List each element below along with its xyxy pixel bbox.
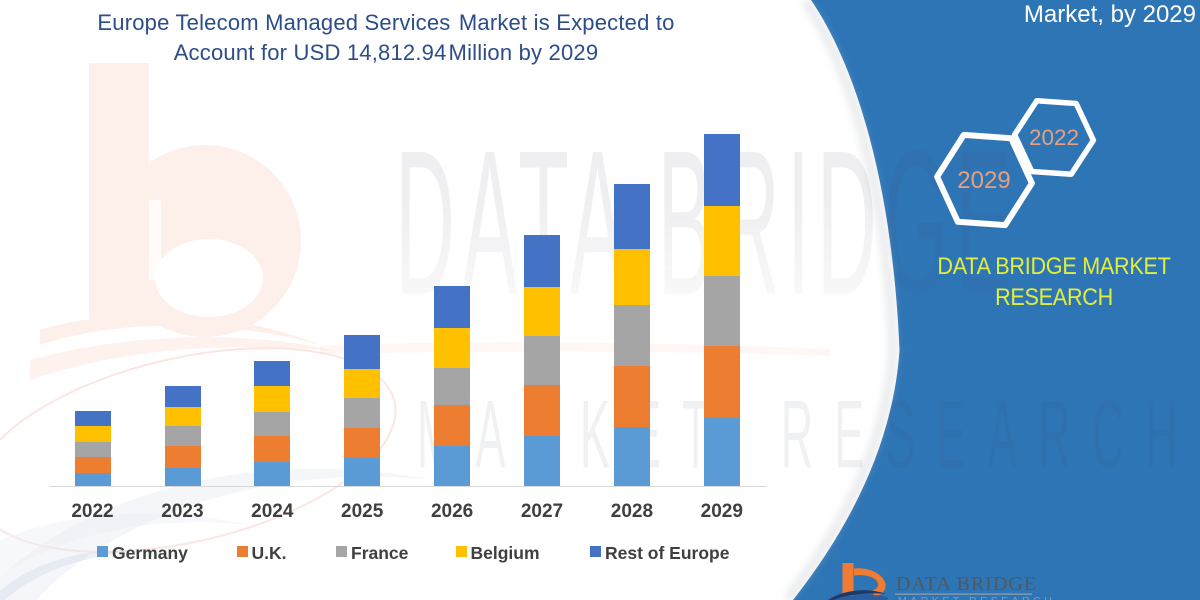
svg-text:DATA BRIDGE: DATA BRIDGE xyxy=(896,573,1037,595)
svg-text:MARKET RESEARCH: MARKET RESEARCH xyxy=(898,595,1055,600)
